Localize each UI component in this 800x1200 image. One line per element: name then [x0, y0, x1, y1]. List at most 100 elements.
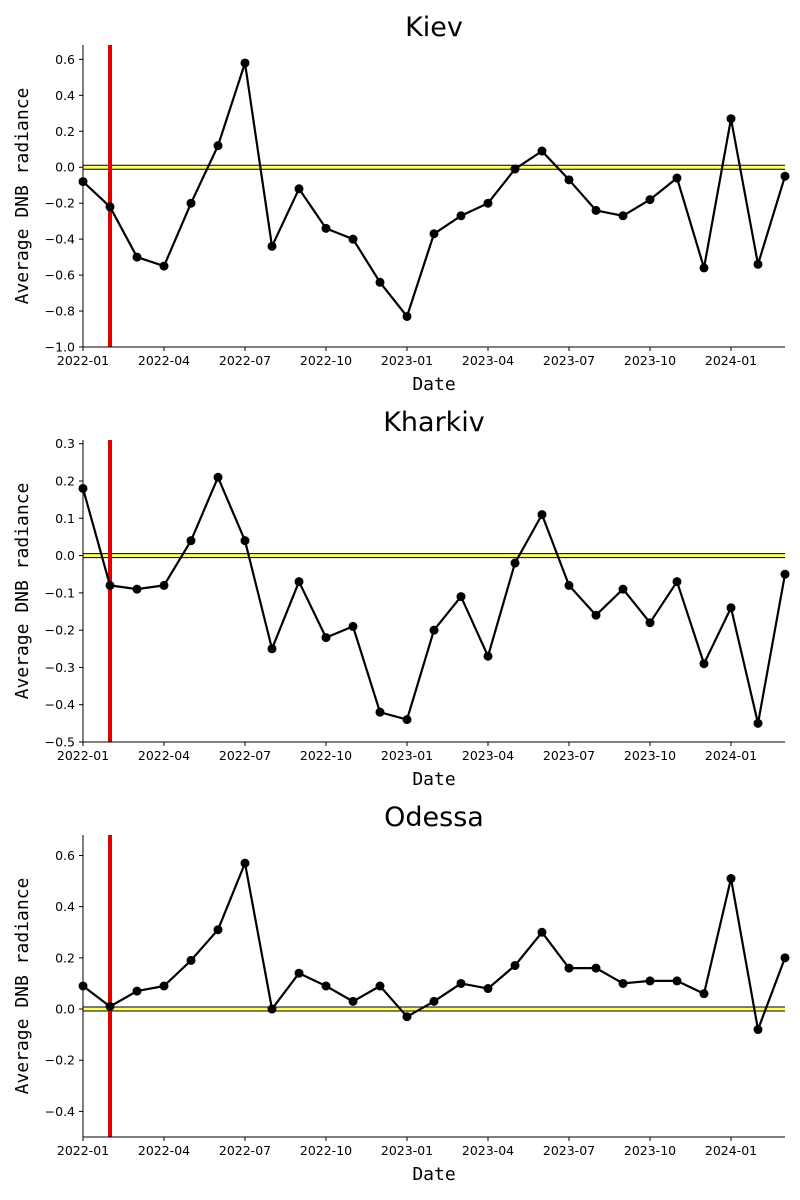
data-point: [429, 625, 439, 635]
x-axis-label: Date: [412, 1164, 455, 1185]
zero-reference-band: [83, 165, 785, 170]
data-point: [240, 858, 250, 868]
x-tick-label: 2023-07: [543, 748, 595, 763]
x-tick-label: 2022-04: [138, 1143, 190, 1158]
data-point: [348, 621, 358, 631]
data-point: [375, 981, 385, 991]
x-axis-label: Date: [412, 769, 455, 790]
x-tick-label: 2022-04: [138, 748, 190, 763]
data-point: [645, 195, 655, 205]
data-point: [375, 277, 385, 287]
data-point: [618, 978, 628, 988]
x-tick-label: 2023-01: [381, 353, 433, 368]
data-point: [753, 1025, 763, 1035]
x-tick-label: 2022-01: [57, 1143, 109, 1158]
data-point: [510, 164, 520, 174]
data-point: [645, 976, 655, 986]
data-point: [321, 633, 331, 643]
data-point: [780, 171, 790, 181]
data-point: [456, 211, 466, 221]
data-point: [267, 644, 277, 654]
y-tick-label: −0.1: [45, 585, 75, 600]
plot-area: −1.0 −0.8 −0.6 −0.4 −0.2 0.0 0.2 0.4 0.6 2022-01 2…: [45, 45, 790, 368]
data-point: [456, 592, 466, 602]
x-tick-label: 2024-01: [705, 748, 757, 763]
data-point: [591, 963, 601, 973]
data-point: [294, 577, 304, 587]
y-tick-label: 0.2: [55, 124, 75, 139]
x-tick-label: 2023-04: [462, 353, 514, 368]
y-tick-label: −0.4: [45, 1104, 75, 1119]
data-point: [132, 986, 142, 996]
x-tick-label: 2023-10: [624, 353, 676, 368]
data-point: [672, 173, 682, 183]
data-point: [483, 651, 493, 661]
data-point: [483, 984, 493, 994]
data-point: [753, 718, 763, 728]
x-tick-label: 2023-04: [462, 1143, 514, 1158]
data-point: [591, 610, 601, 620]
x-tick-label: 2022-07: [219, 748, 271, 763]
data-point: [726, 874, 736, 884]
x-tick-label: 2024-01: [705, 1143, 757, 1158]
data-point: [591, 205, 601, 215]
x-tick-label: 2023-10: [624, 748, 676, 763]
y-tick-label: −1.0: [45, 340, 75, 355]
data-point: [645, 618, 655, 628]
panel-odessa: Odessa Average DNB radiance Date −0.4 −0.…: [12, 802, 790, 1185]
chart-title: Odessa: [384, 802, 484, 833]
y-tick-label: 0.0: [55, 1002, 75, 1017]
data-point: [483, 198, 493, 208]
y-tick-label: −0.2: [45, 1053, 75, 1068]
data-point: [321, 223, 331, 233]
data-point: [753, 259, 763, 269]
x-tick-label: 2023-07: [543, 353, 595, 368]
x-tick-label: 2023-07: [543, 1143, 595, 1158]
data-point: [726, 114, 736, 124]
x-tick-label: 2022-10: [300, 1143, 352, 1158]
data-point: [402, 1012, 412, 1022]
data-point: [402, 715, 412, 725]
x-tick-label: 2022-04: [138, 353, 190, 368]
data-point: [699, 659, 709, 669]
y-axis-label: Average DNB radiance: [12, 88, 33, 305]
y-tick-label: 0.1: [55, 511, 75, 526]
y-tick-label: 0.4: [55, 88, 75, 103]
x-tick-label: 2022-10: [300, 353, 352, 368]
data-point: [537, 927, 547, 937]
chart-title: Kiev: [405, 12, 463, 43]
data-point: [699, 989, 709, 999]
data-point: [132, 252, 142, 262]
data-point: [564, 580, 574, 590]
data-point: [618, 584, 628, 594]
x-axis-label: Date: [412, 374, 455, 395]
x-tick-label: 2022-07: [219, 1143, 271, 1158]
data-point: [105, 202, 115, 212]
data-point: [672, 976, 682, 986]
y-tick-label: −0.5: [45, 735, 75, 750]
data-point: [186, 955, 196, 965]
x-tick-label: 2023-04: [462, 748, 514, 763]
data-point: [510, 558, 520, 568]
data-point: [537, 510, 547, 520]
y-tick-label: −0.2: [45, 196, 75, 211]
data-point: [456, 978, 466, 988]
data-point: [240, 536, 250, 546]
data-point: [159, 580, 169, 590]
y-tick-label: 0.6: [55, 52, 75, 67]
data-point: [213, 925, 223, 935]
data-point: [294, 184, 304, 194]
data-point: [267, 1004, 277, 1014]
y-tick-label: −0.2: [45, 623, 75, 638]
y-tick-label: 0.6: [55, 848, 75, 863]
y-tick-label: −0.4: [45, 697, 75, 712]
data-point: [240, 58, 250, 68]
data-point: [780, 569, 790, 579]
data-point: [348, 996, 358, 1006]
y-tick-label: −0.6: [45, 268, 75, 283]
data-point: [699, 263, 709, 273]
y-axis-label: Average DNB radiance: [12, 878, 33, 1095]
y-tick-label: 0.2: [55, 474, 75, 489]
data-point: [780, 953, 790, 963]
